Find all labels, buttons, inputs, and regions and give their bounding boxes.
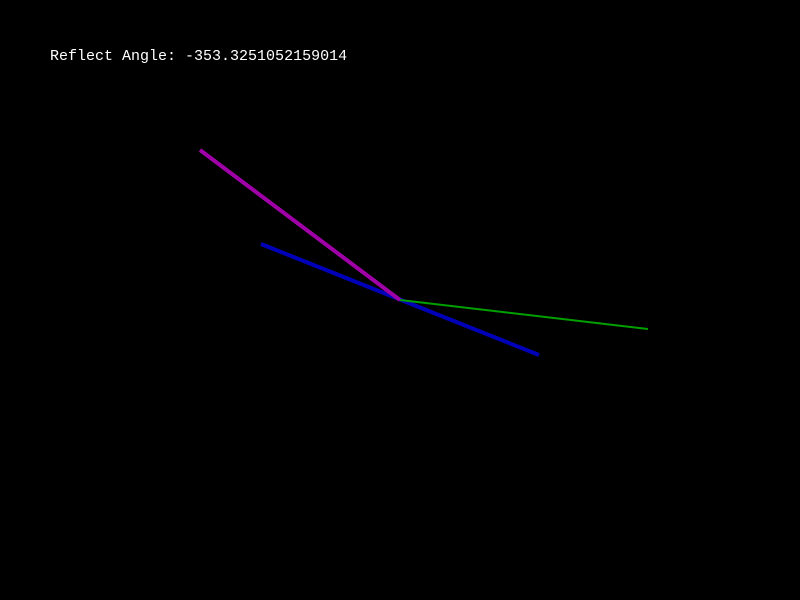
- reflect-angle-label: Reflect Angle:: [50, 48, 177, 65]
- reflected-ray: [399, 299, 649, 330]
- incident-ray: [198, 148, 402, 302]
- reflect-angle-value: -353.3251052159014: [185, 48, 348, 65]
- reflect-angle-readout: Reflect Angle: -353.3251052159014: [50, 48, 347, 66]
